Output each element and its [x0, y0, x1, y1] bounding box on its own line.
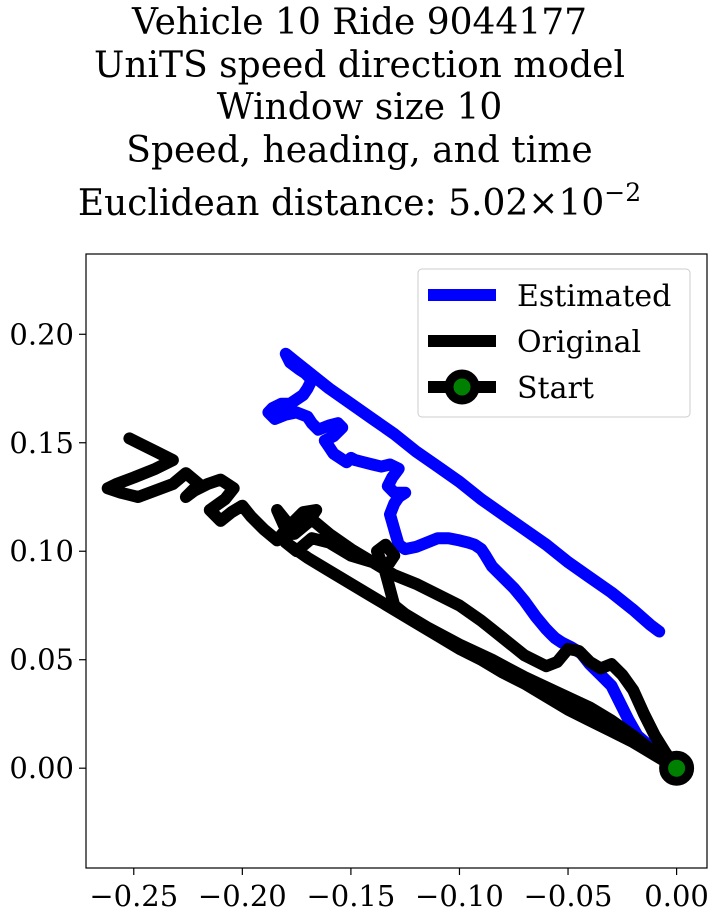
y-tick-label: 0.10	[9, 534, 74, 568]
x-tick-label: −0.05	[524, 879, 613, 913]
title-line-vehicle: Vehicle 10 Ride 9044177	[131, 2, 588, 43]
title-line-features: Speed, heading, and time	[126, 129, 593, 171]
metric-base: 10	[558, 183, 605, 224]
metric-times: ×	[528, 183, 559, 224]
y-tick-label: 0.00	[9, 751, 74, 785]
x-tick-label: −0.10	[415, 879, 504, 913]
title-line-metric: Euclidean distance: 5.02×10−2	[0, 172, 719, 226]
x-tick-label: −0.25	[89, 879, 178, 913]
series-layer	[101, 347, 695, 786]
y-axis-ticks: 0.00 0.05 0.10 0.15 0.20	[9, 317, 86, 785]
start-marker	[659, 750, 695, 786]
title-line-window: Window size 10	[216, 87, 503, 128]
chart-title: Vehicle 10 Ride 9044177 UniTS speed dire…	[0, 2, 719, 226]
y-tick-label: 0.15	[9, 426, 74, 460]
legend-start-marker	[444, 369, 480, 405]
legend: Estimated Original Start	[417, 268, 691, 418]
legend-box	[417, 268, 691, 418]
x-axis-ticks: −0.25 −0.20 −0.15 −0.10 −0.05 0.00	[89, 868, 709, 913]
series-line-original	[101, 432, 683, 775]
y-tick-label: 0.05	[9, 643, 74, 677]
series-line-estimated	[262, 347, 683, 775]
metric-exponent: −2	[604, 178, 642, 207]
plot-frame	[85, 253, 708, 869]
legend-label-original: Original	[517, 325, 641, 360]
x-tick-label: 0.00	[644, 879, 709, 913]
legend-label-start: Start	[517, 371, 594, 406]
legend-label-estimated: Estimated	[517, 279, 671, 314]
metric-prefix: Euclidean distance: 5.02	[77, 183, 529, 224]
x-tick-label: −0.20	[198, 879, 287, 913]
x-tick-label: −0.15	[306, 879, 395, 913]
title-line-model: UniTS speed direction model	[94, 44, 625, 86]
y-tick-label: 0.20	[9, 317, 74, 351]
